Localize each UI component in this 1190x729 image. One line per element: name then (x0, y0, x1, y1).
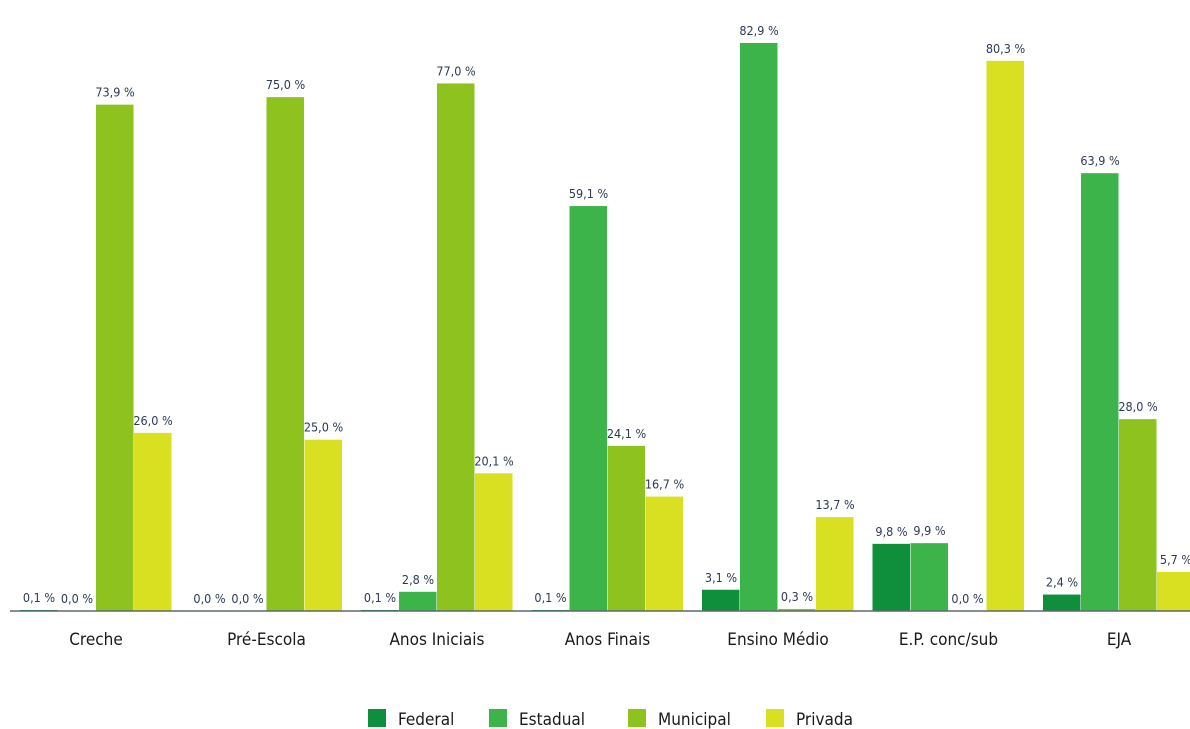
bar-privada-5 (816, 517, 854, 611)
data-label-federal-6: 9,8 % (875, 524, 907, 539)
data-label-municipal-5: 0,3 % (781, 589, 813, 604)
bars-group (20, 43, 1190, 612)
bar-privada-1 (134, 432, 172, 611)
bar-municipal-7 (1119, 419, 1157, 611)
data-label-federal-5: 3,1 % (705, 570, 737, 585)
data-label-privada-6: 80,3 % (986, 41, 1026, 56)
data-label-privada-2: 25,0 % (304, 420, 344, 435)
data-label-estadual-3: 2,8 % (402, 572, 434, 587)
bar-estadual-7 (1081, 173, 1119, 611)
data-label-municipal-4: 24,1 % (607, 426, 647, 441)
legend-label-privada: Privada (796, 710, 853, 729)
bar-municipal-2 (266, 97, 304, 611)
bar-privada-2 (304, 439, 342, 611)
legend: Federal Estadual Municipal Privada (368, 709, 853, 729)
category-label-2: Pré-Escola (227, 630, 306, 650)
legend-label-estadual: Estadual (519, 710, 585, 729)
category-label-1: Creche (69, 630, 123, 650)
data-label-privada-1: 26,0 % (133, 413, 173, 428)
legend-swatch-privada (766, 709, 784, 727)
category-label-4: Anos Finais (565, 630, 650, 650)
bar-municipal-3 (437, 83, 475, 611)
data-label-estadual-2: 0,0 % (231, 591, 263, 606)
legend-swatch-federal (368, 709, 386, 727)
legend-label-federal: Federal (398, 710, 454, 729)
data-label-estadual-7: 63,9 % (1080, 153, 1120, 168)
data-label-privada-5: 13,7 % (815, 497, 855, 512)
bar-federal-7 (1043, 594, 1081, 611)
data-label-federal-2: 0,0 % (193, 591, 225, 606)
data-label-municipal-3: 77,0 % (436, 63, 476, 78)
legend-swatch-estadual (489, 709, 507, 727)
bar-privada-4 (645, 496, 683, 611)
data-label-federal-3: 0,1 % (364, 590, 396, 605)
data-label-municipal-6: 0,0 % (951, 591, 983, 606)
data-label-estadual-4: 59,1 % (569, 186, 609, 201)
legend-label-municipal: Municipal (658, 710, 731, 729)
data-label-estadual-5: 82,9 % (739, 23, 779, 38)
data-labels-group: 0,1 % 0,0 % 73,9 % 26,0 % 0,0 % 0,0 % 75,0 % 25… (23, 23, 1190, 606)
bar-municipal-1 (96, 104, 134, 611)
data-label-estadual-6: 9,9 % (913, 523, 945, 538)
data-label-municipal-1: 73,9 % (95, 85, 135, 100)
bar-federal-6 (872, 543, 910, 611)
data-label-estadual-1: 0,0 % (61, 591, 93, 606)
data-label-municipal-2: 75,0 % (266, 77, 306, 92)
bar-estadual-5 (740, 43, 778, 611)
data-label-federal-1: 0,1 % (23, 590, 55, 605)
bar-estadual-4 (569, 206, 607, 611)
data-label-municipal-7: 28,0 % (1118, 399, 1158, 414)
data-label-privada-4: 16,7 % (645, 477, 685, 492)
bar-privada-3 (475, 473, 513, 611)
data-label-privada-3: 20,1 % (474, 453, 514, 468)
bar-estadual-3 (399, 591, 437, 611)
data-label-privada-7: 5,7 % (1160, 552, 1190, 567)
bar-privada-6 (986, 60, 1024, 612)
data-label-federal-4: 0,1 % (534, 590, 566, 605)
category-label-5: Ensino Médio (727, 630, 828, 650)
bar-privada-7 (1157, 571, 1190, 611)
category-label-6: E.P. conc/sub (899, 630, 998, 650)
category-label-7: EJA (1107, 630, 1132, 650)
bar-municipal-5 (778, 608, 816, 611)
bar-municipal-4 (607, 445, 645, 611)
bar-estadual-6 (910, 543, 948, 611)
bar-federal-5 (702, 589, 740, 611)
data-label-federal-7: 2,4 % (1046, 575, 1078, 590)
category-labels-group: Creche Pré-Escola Anos Iniciais Anos Finais… (69, 630, 1131, 650)
category-label-3: Anos Iniciais (389, 630, 484, 650)
legend-swatch-municipal (628, 709, 646, 727)
